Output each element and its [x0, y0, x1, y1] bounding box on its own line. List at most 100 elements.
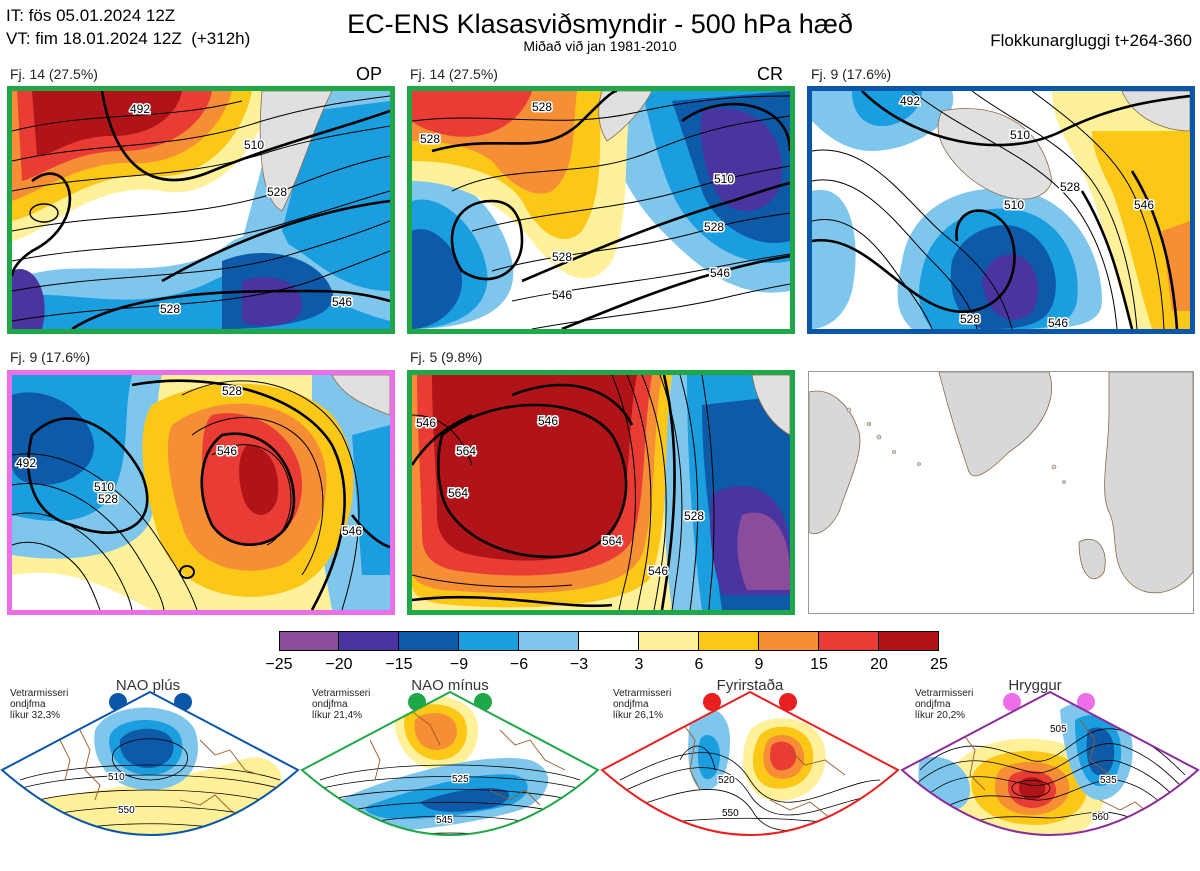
contour-label: 546: [552, 288, 572, 302]
colorbar-swatch: [579, 631, 639, 651]
regime-3-marker: [703, 693, 721, 711]
panel-3-label: Fj. 9 (17.6%): [811, 66, 892, 82]
panel-4-label: Fj. 9 (17.6%): [10, 349, 91, 365]
colorbar-tick: 20: [870, 656, 888, 673]
contour-label: 528: [552, 250, 572, 264]
contour-label: 528: [222, 384, 242, 398]
contour-label: 550: [118, 805, 135, 816]
contour-label: 492: [130, 102, 150, 116]
regime-4-map: 505 535 560: [900, 690, 1200, 836]
contour-label: 510: [1004, 198, 1024, 212]
contour-label: 528: [420, 132, 440, 146]
contour-label: 528: [684, 509, 704, 523]
panel-1-tag: OP: [356, 64, 383, 84]
colorbar-tick: −15: [385, 656, 413, 673]
contour-label: 528: [532, 100, 552, 114]
regime-4-marker: [1003, 693, 1021, 711]
regime-3-note: Vetrarmisseri ondjfma líkur 26,1%: [613, 688, 672, 721]
contour-label: 528: [704, 220, 724, 234]
contour-label: 546: [416, 416, 436, 430]
panel-5-label: Fj. 5 (9.8%): [410, 349, 483, 365]
contour-label: 564: [448, 486, 468, 500]
contour-label: 564: [602, 534, 622, 548]
valid-time: VT: fim 18.01.2024 12Z (+312h): [6, 29, 251, 48]
regime-2-title: NAO mínus: [411, 677, 489, 694]
contour-label: 510: [244, 138, 264, 152]
cluster-map-2: 528 528 510 528 546 528 546: [407, 86, 795, 334]
colorbar-tick: 9: [754, 656, 764, 673]
regime-2-note: Vetrarmisseri ondjfma líkur 21,4%: [312, 688, 371, 721]
contour-label: 564: [456, 444, 476, 458]
contour-label: 546: [342, 524, 362, 538]
contour-label: 565: [446, 840, 463, 851]
colorbar-swatch: [819, 631, 879, 651]
contour-label: 505: [1050, 724, 1067, 735]
colorbar-swatch: [639, 631, 699, 651]
contour-label: 546: [217, 444, 237, 458]
cluster-map-6-empty: [808, 371, 1194, 614]
colorbar-tick: 6: [694, 656, 704, 673]
contour-label: 546: [1134, 198, 1154, 212]
panel-1-label: Fj. 14 (27.5%): [10, 66, 98, 82]
contour-label: 492: [900, 94, 920, 108]
colorbar-tick: 15: [810, 656, 828, 673]
contour-label: 545: [436, 815, 453, 826]
colorbar-tick: −9: [449, 656, 469, 673]
regime-4-marker: [1077, 693, 1095, 711]
regime-1-map: 510 550: [0, 690, 300, 836]
regime-3-title: Fyrirstaða: [716, 677, 784, 694]
contour-label: 550: [722, 808, 739, 819]
contour-label: 546: [332, 295, 352, 309]
contour-label: 492: [16, 456, 36, 470]
classification-window: Flokkunargluggi t+264-360: [990, 31, 1192, 50]
regime-1-title: NAO plús: [115, 677, 181, 694]
page-title: EC-ENS Klasasviðsmyndir - 500 hPa hæð: [347, 9, 853, 39]
colorbar-swatch: [339, 631, 399, 651]
contour-label: 560: [1092, 812, 1109, 823]
colorbar-swatch: [699, 631, 759, 651]
regime-3-map: 520 550 560: [600, 690, 900, 836]
contour-label: 546: [1048, 316, 1068, 329]
init-time: IT: fös 05.01.2024 12Z: [6, 6, 176, 25]
colorbar-tick: −3: [569, 656, 589, 673]
panel-2-tag: CR: [757, 64, 783, 84]
regime-4-title: Hryggur: [1008, 677, 1062, 694]
contour-label: 528: [160, 302, 180, 316]
colorbar-swatch: [459, 631, 519, 651]
colorbar-swatch: [759, 631, 819, 651]
colorbar-swatch: [879, 631, 939, 651]
colorbar-tick: 25: [930, 656, 948, 673]
cluster-map-3: 492 510 510 528 546 528 546: [807, 86, 1195, 334]
colorbar-tick: −25: [265, 656, 293, 673]
contour-label: 528: [98, 492, 118, 506]
colorbar-tick: 3: [634, 656, 644, 673]
contour-label: 546: [710, 266, 730, 280]
contour-label: 510: [714, 172, 734, 186]
panel-2-label: Fj. 14 (27.5%): [410, 66, 498, 82]
contour-label: 520: [718, 775, 735, 786]
colorbar-tick: −6: [509, 656, 529, 673]
header-times: IT: fös 05.01.2024 12Z VT: fim 18.01.202…: [6, 4, 250, 50]
colorbar-swatch: [399, 631, 459, 651]
contour-label: 528: [960, 312, 980, 326]
colorbar-swatch: [279, 631, 339, 651]
regime-3-marker: [779, 693, 797, 711]
contour-label: 525: [452, 774, 469, 785]
regime-1-note: Vetrarmisseri ondjfma líkur 32,3%: [10, 688, 69, 721]
contour-label: 546: [538, 414, 558, 428]
contour-label: 528: [267, 185, 287, 199]
page-subtitle: Miðað við jan 1981-2010: [523, 38, 677, 54]
contour-label: 510: [1010, 128, 1030, 142]
regime-2-map: 525 545 565: [300, 690, 600, 851]
contour-label: 510: [94, 480, 114, 494]
contour-label: 535: [1100, 775, 1117, 786]
contour-label: 528: [1060, 180, 1080, 194]
contour-label: 546: [648, 564, 668, 578]
colorbar-swatch: [519, 631, 579, 651]
colorbar-tick: −20: [325, 656, 353, 673]
cluster-map-1: 492 510 528 528 546: [7, 86, 395, 334]
contour-label: 510: [108, 772, 125, 783]
cluster-map-4: 528 546 510 528 546 492: [7, 370, 395, 615]
cluster-map-5: 546 564 564 546 528 564 546: [407, 370, 795, 615]
regime-4-note: Vetrarmisseri ondjfma líkur 20,2%: [915, 688, 974, 721]
